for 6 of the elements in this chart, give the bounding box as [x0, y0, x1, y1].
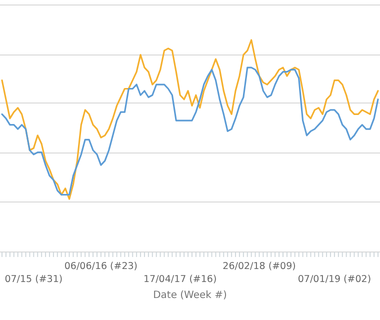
x-tick-label: 06/06/16 (#23)	[64, 261, 138, 272]
x-tick-label: 26/02/18 (#09)	[222, 261, 296, 272]
x-tick-label: 17/04/17 (#16)	[144, 274, 217, 285]
x-tick-label: 07/01/19 (#02)	[298, 274, 372, 285]
x-axis-title: Date (Week #)	[153, 290, 228, 301]
x-tick-label: 07/15 (#31)	[4, 274, 63, 285]
